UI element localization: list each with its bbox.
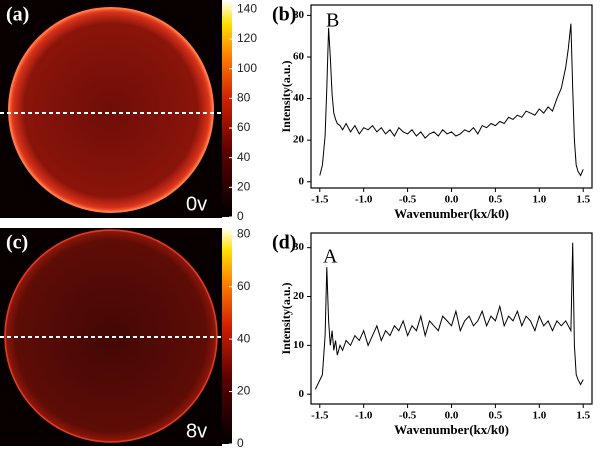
y-tick-label: 0 [299,175,305,187]
y-tick-label: 0 [299,388,305,400]
plot-frame [310,232,593,405]
y-axis-label: Intensity(a.u.) [279,282,293,354]
x-tick-label: -1.5 [311,194,329,206]
spectrum-line [314,242,584,390]
colorbar-tick-label: 40 [237,150,251,164]
peak-label: A [323,246,338,268]
colorbar-tick-label: 140 [237,2,257,16]
colorbar [222,2,232,217]
colorbar-tick-label: 40 [237,331,251,345]
x-tick-label: 0.5 [489,410,503,422]
colorbar [222,229,232,444]
x-tick-label: -1.0 [355,410,373,422]
y-tick-label: 60 [293,51,305,63]
colorbar-tick-label: 20 [237,384,251,398]
plot-frame [310,4,593,189]
x-tick-label: 1.5 [576,410,590,422]
image-c [0,228,232,446]
x-tick-label: 0.0 [445,410,459,422]
y-tick-label: 40 [293,92,305,104]
colorbar-tick-label: 100 [237,61,257,75]
colorbar-tick-label: 120 [237,31,257,45]
panel-label: (b) [272,4,296,26]
x-tick-label: -1.5 [311,410,329,422]
colorbar-tick-label: 60 [237,279,251,293]
panel-label: (a) [6,4,29,26]
colorbar-tick-label: 0 [237,436,244,450]
panel-label: (d) [272,232,296,254]
peak-label: B [326,10,339,32]
spectrum-line [319,23,584,177]
x-axis-label: Wavenumber(kx/k0) [394,206,509,221]
colorbar-tick-label: 80 [237,226,251,240]
y-tick-label: 20 [293,290,305,302]
x-tick-label: -0.5 [399,410,417,422]
x-axis-label: Wavenumber(kx/k0) [394,422,509,437]
x-tick-label: 0.5 [489,194,503,206]
y-tick-label: 20 [293,134,305,146]
panel-label: (c) [6,232,28,254]
colorbar-tick-label: 0 [237,209,244,223]
x-tick-label: 1.0 [532,410,546,422]
x-tick-label: -1.0 [355,194,373,206]
x-tick-label: 1.5 [576,194,590,206]
y-axis-label: Intensity(a.u.) [279,60,293,132]
image-a [0,0,232,218]
x-tick-label: 1.0 [532,194,546,206]
colorbar-tick-label: 60 [237,120,251,134]
colorbar-tick-label: 80 [237,91,251,105]
voltage-label: 0v [186,193,207,215]
colorbar-tick-label: 20 [237,180,251,194]
x-tick-label: -0.5 [399,194,417,206]
y-tick-label: 30 [293,241,305,253]
x-tick-label: 0.0 [445,194,459,206]
y-tick-label: 10 [293,339,305,351]
voltage-label: 8v [186,420,207,442]
y-tick-label: 80 [293,9,305,21]
disk [8,7,214,213]
